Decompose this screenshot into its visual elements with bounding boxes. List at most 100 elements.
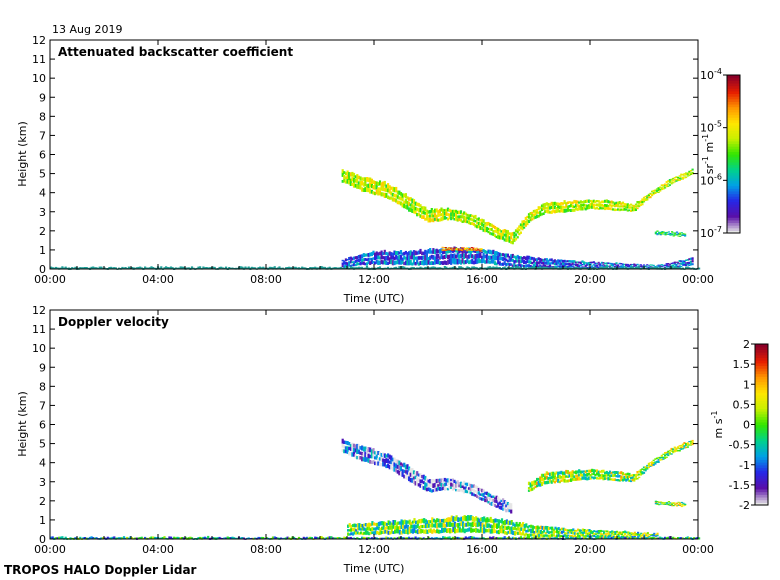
data-cell [670,178,673,181]
data-cell [608,474,612,478]
data-cell [464,248,467,250]
data-cell [446,247,449,249]
data-cell [108,267,111,270]
data-cell [424,522,427,529]
data-cell [625,478,628,482]
data-cell [583,529,586,532]
data-cell [301,266,304,269]
data-cell [388,251,391,256]
data-cell [633,537,636,540]
data-cell [606,535,609,537]
data-cell [493,229,497,233]
data-cell [523,537,526,539]
data-cell [442,216,445,221]
data-cell [411,528,414,534]
data-cell [404,267,407,270]
data-cell [617,267,620,270]
data-cell [681,177,684,180]
data-cell [571,262,574,265]
data-cell [465,247,468,249]
data-cell [510,503,513,506]
data-cell [429,520,432,524]
data-cell [518,259,521,264]
data-cell [445,478,448,483]
data-cell [676,267,680,270]
data-cell [649,192,652,195]
data-cell [354,175,357,179]
data-cell [612,533,615,536]
data-cell [589,266,592,268]
data-cell [552,474,555,479]
data-cell [453,259,456,265]
data-cell [482,493,485,497]
data-cell [579,261,582,264]
data-cell [633,479,636,482]
data-cell [388,185,391,189]
data-cell [662,453,665,455]
data-cell [448,249,451,253]
data-cell [494,529,497,533]
data-cell [455,481,458,484]
colorbar-band [727,109,740,113]
data-cell [480,248,483,250]
data-cell [396,256,399,261]
data-cell [564,528,567,531]
data-cell [395,186,398,193]
data-cell [576,203,579,207]
data-cell [495,266,498,269]
data-cell [489,266,492,269]
data-cell [427,210,430,214]
data-cell [412,260,416,265]
data-cell [455,488,458,492]
data-cell [537,211,540,214]
data-cell [585,529,588,533]
data-cell [591,202,594,206]
data-cell [529,484,532,488]
data-cell [476,225,479,229]
data-cell [500,256,503,261]
data-cell [510,520,513,525]
data-cell [638,473,641,476]
data-cell [490,227,493,231]
data-cell [495,499,498,504]
data-cell [385,187,388,193]
data-cell [427,267,430,270]
data-cell [71,267,74,269]
data-cell [633,205,636,208]
data-cell [364,187,367,192]
data-cell [429,248,432,254]
data-cell [271,267,275,270]
data-cell [539,483,542,487]
data-cell [369,261,372,265]
data-cell [187,537,190,540]
data-cell [203,536,207,539]
data-cell [686,175,689,177]
data-cell [466,490,469,494]
data-cell [482,257,485,263]
colorbar-band [727,117,740,121]
data-cell [496,523,499,529]
data-cell [671,502,674,504]
data-cell [594,476,597,479]
data-cell [458,254,461,259]
data-cell [404,474,407,480]
data-cell [630,267,633,269]
data-cell [591,267,594,269]
data-cell [688,172,691,174]
data-cell [414,481,417,486]
data-cell [160,537,163,540]
data-cell [668,536,671,539]
data-cell [443,248,446,250]
data-cell [555,479,558,483]
data-cell [455,254,458,259]
data-cell [682,502,685,504]
data-cell [597,477,600,480]
data-cell [642,466,646,469]
data-cell [665,537,668,539]
data-cell [552,537,555,540]
layer-residual-layer [441,246,483,252]
data-cell [346,266,349,269]
colorbar-band [755,448,768,452]
data-cell [588,529,591,532]
data-cell [328,266,331,269]
